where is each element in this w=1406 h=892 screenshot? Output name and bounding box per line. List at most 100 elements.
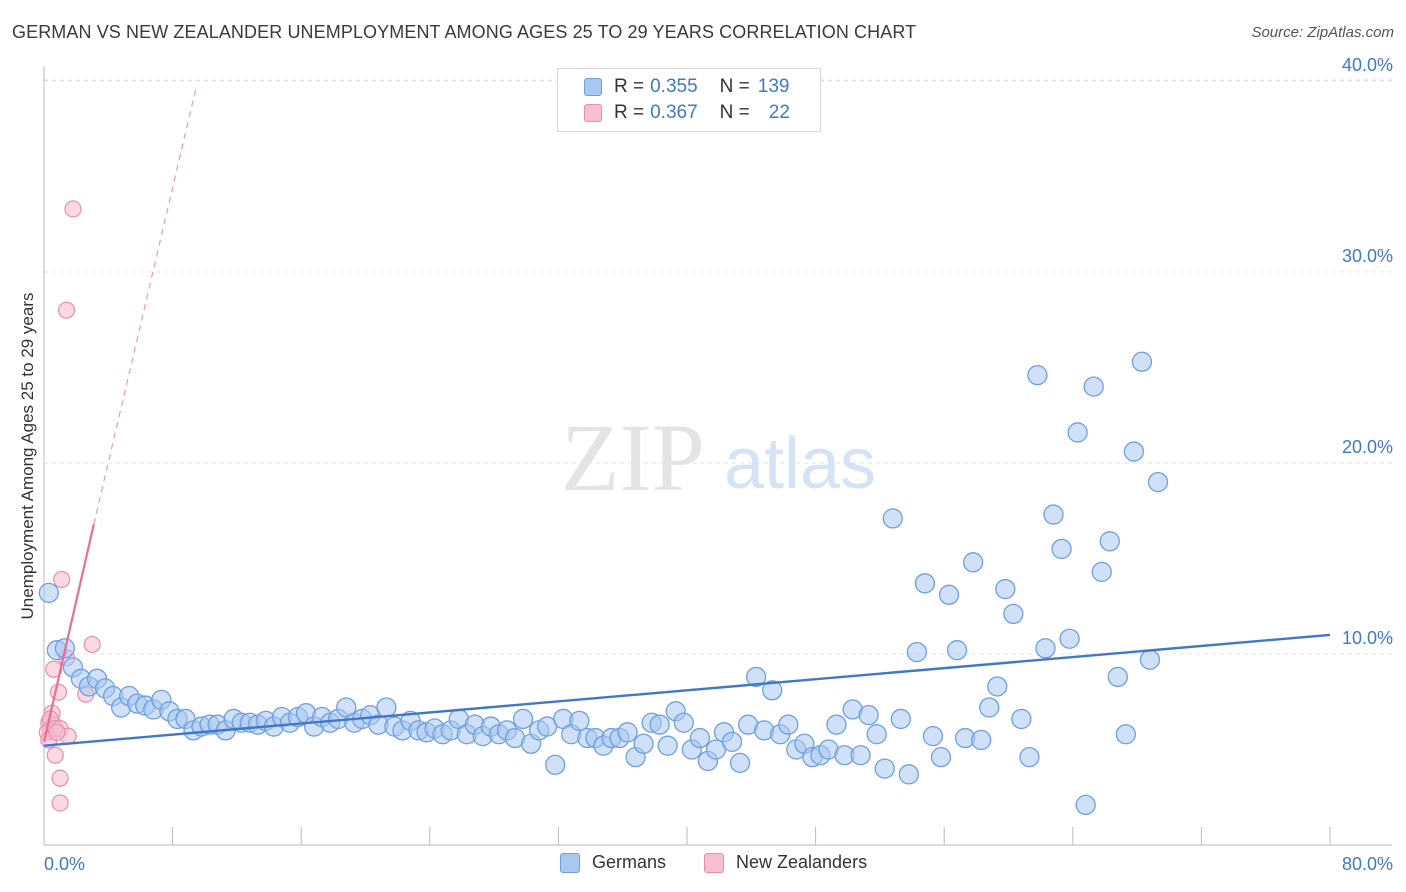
germans-point <box>906 641 928 663</box>
germans-point <box>689 727 711 749</box>
germans-point <box>946 640 968 661</box>
legend-r-label: R = <box>614 102 645 123</box>
y-tick-label: 30.0% <box>1342 246 1393 266</box>
chart-title: GERMAN VS NEW ZEALANDER UNEMPLOYMENT AMO… <box>12 22 917 42</box>
germans-point <box>649 714 670 735</box>
germans-points <box>38 351 1169 816</box>
germans-point <box>1059 628 1080 649</box>
germans-point <box>1099 531 1120 552</box>
legend-swatch-germans <box>584 78 602 96</box>
series-legend: Germans New Zealanders <box>0 852 1406 878</box>
germans-point <box>778 714 799 735</box>
germans-point <box>762 680 783 701</box>
germans-point <box>657 735 678 756</box>
legend-r-label: R = <box>614 76 645 97</box>
germans-point <box>850 745 871 766</box>
legend-n-value: 139 <box>757 76 790 97</box>
germans-point <box>987 676 1008 697</box>
germans-point <box>1131 351 1153 372</box>
germans-point <box>1035 638 1056 659</box>
watermark: ZIP atlas <box>561 404 876 511</box>
germans-point <box>1123 441 1145 462</box>
new-zealanders-point <box>51 769 69 787</box>
germans-point <box>979 697 1000 718</box>
new-zealanders-point <box>53 570 71 589</box>
germans-point <box>898 764 919 785</box>
germans-point <box>1043 504 1064 525</box>
germans-point <box>971 729 992 751</box>
germans-point <box>1139 649 1161 670</box>
germans-point <box>376 697 397 718</box>
germans-point <box>914 573 936 594</box>
new-zealanders-trend-extension <box>93 84 198 525</box>
legend-n-label: N = <box>719 76 750 97</box>
germans-point <box>1027 364 1048 386</box>
y-tick-label: 40.0% <box>1342 55 1393 75</box>
watermark-atlas: atlas <box>724 424 876 504</box>
germans-point <box>1003 603 1024 625</box>
new-zealanders-point <box>51 794 69 812</box>
new-zealanders-point <box>48 723 66 741</box>
x-tick-label-max: 80.0% <box>1342 854 1393 874</box>
germans-point <box>858 704 879 726</box>
germans-point <box>569 710 590 731</box>
legend-n-value: 22 <box>768 102 790 123</box>
gridlines <box>44 79 1392 655</box>
trend-extensions <box>93 84 198 525</box>
new-zealanders-point <box>64 200 82 218</box>
new-zealanders-trend-line <box>42 523 95 743</box>
legend-row-germans: R = 0.355 N = 139 <box>558 74 789 100</box>
tick-labels: 10.0% 20.0% 30.0% 40.0% 0.0% 80.0% <box>44 55 1393 874</box>
germans-point <box>995 578 1016 600</box>
watermark-zip: ZIP <box>561 404 705 511</box>
germans-point <box>930 746 952 768</box>
y-tick-label: 10.0% <box>1342 628 1393 648</box>
series-swatch-new-zealanders <box>704 852 724 873</box>
germans-point <box>938 584 960 605</box>
legend-row-new-zealanders: R = 0.367 N = 22 <box>558 100 790 126</box>
germans-point <box>1011 708 1032 730</box>
germans-point <box>1067 422 1088 443</box>
y-tick-label: 20.0% <box>1342 437 1393 457</box>
germans-point <box>882 508 903 529</box>
new-zealanders-point <box>46 746 64 764</box>
germans-point <box>1083 376 1104 397</box>
legend-swatch-new-zealanders <box>584 104 602 122</box>
germans-point <box>1091 561 1112 583</box>
germans-point <box>1019 746 1040 768</box>
germans-point <box>673 712 694 733</box>
germans-point <box>866 724 887 745</box>
source-label: Source: ZipAtlas.com <box>1251 24 1394 41</box>
germans-point <box>512 708 534 730</box>
series-legend-new-zealanders: New Zealanders <box>704 852 867 873</box>
series-swatch-germans <box>560 852 580 873</box>
germans-point <box>745 666 767 688</box>
x-tick-label-min: 0.0% <box>44 854 85 874</box>
trend-lines <box>42 523 1331 747</box>
series-label-new-zealanders: New Zealanders <box>736 852 868 872</box>
germans-trend-line <box>43 633 1331 747</box>
legend-r-value: 0.367 <box>650 102 698 123</box>
germans-point <box>38 582 59 604</box>
germans-point <box>890 708 911 730</box>
legend: R = 0.355 N = 139 R = 0.367 N = 22 <box>557 68 821 132</box>
new-zealanders-point <box>57 301 76 319</box>
germans-point <box>729 752 751 774</box>
legend-r-value: 0.355 <box>650 76 698 97</box>
germans-point <box>962 552 984 573</box>
series-legend-germans: Germans <box>560 852 666 873</box>
germans-point <box>874 758 895 779</box>
new-zealanders-point <box>49 683 68 701</box>
germans-point <box>922 725 944 747</box>
legend-n-label: N = <box>719 102 750 123</box>
germans-point <box>1115 724 1136 745</box>
series-label-germans: Germans <box>592 852 667 872</box>
germans-point <box>617 722 638 743</box>
germans-point <box>1051 538 1072 560</box>
germans-point <box>1075 794 1096 816</box>
new-zealanders-point <box>83 635 101 654</box>
germans-point <box>721 731 743 753</box>
germans-point <box>633 733 654 754</box>
germans-point <box>826 714 847 735</box>
